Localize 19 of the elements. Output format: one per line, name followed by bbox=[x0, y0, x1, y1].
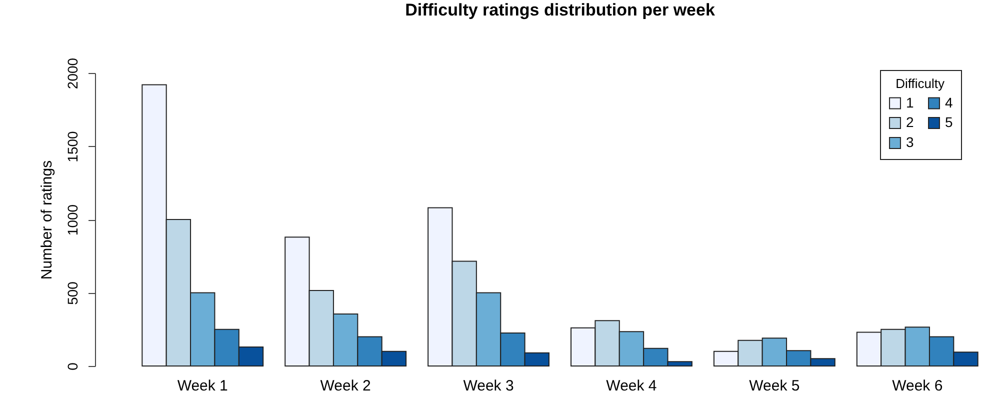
legend-label: 2 bbox=[906, 114, 914, 130]
y-tick-label: 1000 bbox=[64, 204, 80, 236]
x-tick-label: Week 2 bbox=[320, 378, 371, 394]
y-tick-label: 0 bbox=[64, 362, 80, 370]
legend-label: 4 bbox=[945, 94, 953, 110]
y-tick-label: 2000 bbox=[64, 58, 80, 90]
legend-title: Difficulty bbox=[896, 76, 945, 91]
legend-label: 1 bbox=[906, 94, 914, 110]
legend-label: 3 bbox=[906, 134, 914, 150]
y-tick-label: 1500 bbox=[64, 130, 80, 162]
y-axis-title: Number of ratings bbox=[38, 160, 56, 280]
x-tick-label: Week 6 bbox=[892, 378, 943, 394]
chart-title: Difficulty ratings distribution per week bbox=[405, 0, 716, 20]
y-tick-label: 500 bbox=[64, 281, 80, 305]
x-tick-label: Week 3 bbox=[463, 378, 514, 394]
x-tick-label: Week 4 bbox=[606, 378, 657, 394]
x-tick-label: Week 1 bbox=[177, 378, 228, 394]
legend-label: 5 bbox=[945, 114, 953, 130]
x-tick-label: Week 5 bbox=[749, 378, 800, 394]
